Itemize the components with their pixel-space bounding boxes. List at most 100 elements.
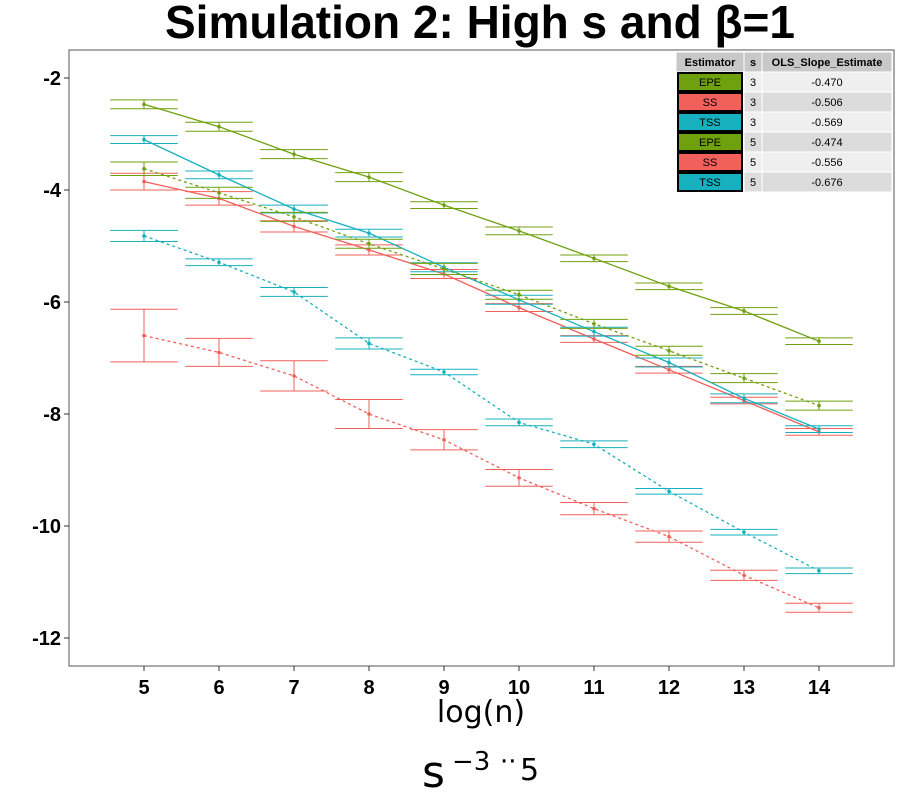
table-estimator-cell <box>677 72 743 92</box>
data-point <box>667 489 671 494</box>
table-estimator-cell <box>677 92 743 112</box>
data-point <box>142 179 146 184</box>
x-tick-label: 13 <box>733 677 755 699</box>
data-point <box>667 367 671 372</box>
table-slope-text: -0.470 <box>811 77 842 89</box>
legend-sup: −3 <box>452 747 490 777</box>
data-point <box>442 437 446 442</box>
data-point <box>367 241 371 246</box>
series-line <box>143 139 820 430</box>
y-tick-label: -6 <box>43 292 61 314</box>
x-tick-label: 12 <box>658 677 680 699</box>
data-point <box>292 152 296 156</box>
data-point <box>817 427 821 431</box>
y-tick-label: -12 <box>32 628 61 650</box>
table-estimator-cell <box>677 152 743 172</box>
data-point <box>667 534 671 539</box>
series-epe-s5 <box>110 161 853 411</box>
table-slope-text: -0.569 <box>811 117 842 129</box>
table-slope-cell <box>761 171 893 193</box>
x-tick-label: 8 <box>363 677 374 699</box>
data-point <box>367 231 371 235</box>
data-point <box>817 569 821 573</box>
y-tick-label: -4 <box>43 180 62 202</box>
legend: s −3 ·· 5 <box>422 747 539 798</box>
series-ss-s5 <box>110 308 853 613</box>
data-point <box>142 102 146 107</box>
x-tick-label: 10 <box>508 677 530 699</box>
data-point <box>517 420 521 425</box>
table-s-text: 3 <box>750 117 756 129</box>
series-epe-s3 <box>110 99 853 346</box>
data-point <box>667 284 671 289</box>
data-point <box>742 376 746 380</box>
x-tick-label: 5 <box>138 677 149 699</box>
data-point <box>217 124 221 129</box>
data-point <box>292 224 296 229</box>
table-estimator-text: EPE <box>699 77 721 89</box>
table-slope-text: -0.506 <box>811 97 842 109</box>
x-axis: 5 6 7 8 9 10 11 12 13 14 <box>138 666 831 699</box>
table-s-text: 5 <box>750 157 756 169</box>
slope-table: Estimator s OLS_Slope_Estimate EPE 3 -0.470 SS… <box>675 51 893 193</box>
data-point <box>517 305 521 310</box>
series-line <box>143 168 820 407</box>
table-header-text: s <box>750 57 756 69</box>
data-point <box>292 207 296 211</box>
data-point <box>742 530 746 534</box>
table-slope-text: -0.676 <box>811 177 842 189</box>
table-slope-text: -0.474 <box>811 137 842 149</box>
data-point <box>517 229 521 233</box>
table-estimator-cell <box>677 112 743 132</box>
data-point <box>817 339 821 344</box>
y-tick-label: -10 <box>32 516 61 538</box>
series-line <box>143 334 820 609</box>
data-point <box>292 215 296 219</box>
data-point <box>592 322 596 326</box>
x-axis-title: log(n) <box>437 695 525 730</box>
data-point <box>217 173 221 177</box>
table-s-text: 5 <box>750 137 756 149</box>
data-point <box>217 260 221 265</box>
data-point <box>142 166 146 171</box>
series-layer <box>110 99 853 613</box>
data-point <box>292 374 296 378</box>
series-line <box>143 235 820 572</box>
table-s-text: 3 <box>750 77 756 89</box>
table-estimator-text: TSS <box>699 177 720 189</box>
data-point <box>367 341 371 346</box>
data-point <box>592 256 596 261</box>
series-line <box>143 180 820 433</box>
data-point <box>142 333 146 338</box>
y-tick-label: -8 <box>43 404 61 426</box>
y-axis: -2 -4 -6 -8 -10 -12 <box>32 68 69 650</box>
data-point <box>292 290 296 294</box>
data-point <box>517 292 521 297</box>
legend-title: s <box>422 747 445 798</box>
data-point <box>667 360 671 365</box>
table-s-text: 3 <box>750 97 756 109</box>
table-estimator-text: SS <box>703 157 718 169</box>
data-point <box>742 573 746 578</box>
data-point <box>367 248 371 252</box>
data-point <box>742 396 746 401</box>
table-header-text: OLS_Slope_Estimate <box>772 57 883 69</box>
table-estimator-text: TSS <box>699 117 720 129</box>
x-tick-label: 9 <box>438 677 449 699</box>
series-tss-s5 <box>110 229 853 575</box>
y-tick-label: -2 <box>43 68 61 90</box>
series-line <box>143 103 820 342</box>
table-estimator-text: EPE <box>699 137 721 149</box>
table-estimator-cell <box>677 172 743 192</box>
data-point <box>442 370 446 374</box>
data-point <box>442 267 446 271</box>
data-point <box>817 403 821 408</box>
data-point <box>142 234 146 238</box>
data-point <box>742 309 746 313</box>
data-point <box>592 442 596 447</box>
x-tick-label: 6 <box>213 677 224 699</box>
data-point <box>592 337 596 341</box>
data-point <box>442 203 446 207</box>
legend-separator: ·· <box>500 747 517 777</box>
